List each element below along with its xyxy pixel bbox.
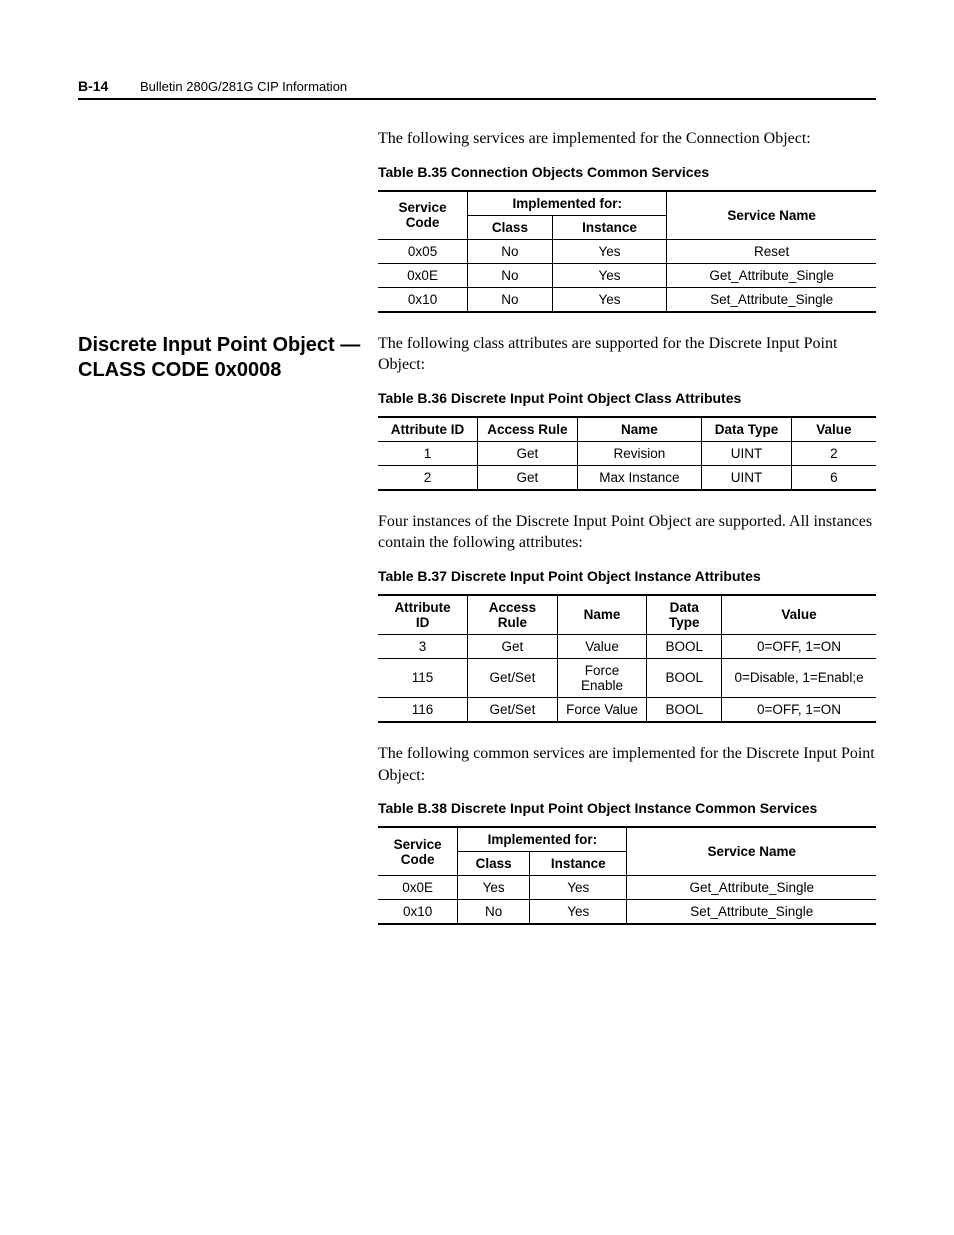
table-row: 2 Get Max Instance UINT 6 <box>378 465 876 490</box>
cell: No <box>468 239 553 263</box>
table-header-row: Attribute ID Access Rule Name Data Type … <box>378 417 876 442</box>
th-attr-id: Attribute ID <box>378 417 478 442</box>
cell: Get <box>478 465 578 490</box>
cell: Get <box>468 634 558 658</box>
th-value: Value <box>722 595 876 635</box>
cell: 3 <box>378 634 468 658</box>
th-attr-id: Attribute ID <box>378 595 468 635</box>
cell: 115 <box>378 658 468 697</box>
th-service-code: Service Code <box>378 827 458 876</box>
cell: 2 <box>378 465 478 490</box>
cell: Yes <box>552 239 667 263</box>
cell: Set_Attribute_Single <box>627 900 876 925</box>
table37: Attribute ID Access Rule Name Data Type … <box>378 594 876 723</box>
cell: Get_Attribute_Single <box>627 876 876 900</box>
cell: Get_Attribute_Single <box>667 263 876 287</box>
th-service-code: Service Code <box>378 191 468 240</box>
th-access: Access Rule <box>468 595 558 635</box>
cell: 1 <box>378 441 478 465</box>
cell: 0=OFF, 1=ON <box>722 634 876 658</box>
cell: Max Instance <box>577 465 702 490</box>
table-row: 3 Get Value BOOL 0=OFF, 1=ON <box>378 634 876 658</box>
cell: 116 <box>378 697 468 722</box>
th-implemented-for: Implemented for: <box>458 827 627 852</box>
th-class: Class <box>468 215 553 239</box>
table36: Attribute ID Access Rule Name Data Type … <box>378 416 876 491</box>
cell: Reset <box>667 239 876 263</box>
intro-text-1: The following services are implemented f… <box>378 128 876 150</box>
cell: No <box>468 287 553 312</box>
cell: 0x10 <box>378 287 468 312</box>
th-class: Class <box>458 852 530 876</box>
cell: 0=OFF, 1=ON <box>722 697 876 722</box>
cell: UINT <box>702 441 792 465</box>
table38: Service Code Implemented for: Service Na… <box>378 826 876 925</box>
table-row: 115 Get/Set Force Enable BOOL 0=Disable,… <box>378 658 876 697</box>
cell: Yes <box>530 876 627 900</box>
cell: Yes <box>552 287 667 312</box>
cell: Revision <box>577 441 702 465</box>
intro-text-2: The following class attributes are suppo… <box>378 333 876 376</box>
table35: Service Code Implemented for: Service Na… <box>378 190 876 313</box>
table-row: 0x0E No Yes Get_Attribute_Single <box>378 263 876 287</box>
th-dtype: Data Type <box>647 595 722 635</box>
th-service-name: Service Name <box>667 191 876 240</box>
table-row: 0x05 No Yes Reset <box>378 239 876 263</box>
cell: Yes <box>458 876 530 900</box>
table35-caption: Table B.35 Connection Objects Common Ser… <box>378 164 876 180</box>
cell: Get/Set <box>468 697 558 722</box>
table-header-row: Service Code Implemented for: Service Na… <box>378 191 876 216</box>
cell: Force Enable <box>557 658 647 697</box>
page-number: B-14 <box>78 78 140 94</box>
th-access: Access Rule <box>478 417 578 442</box>
cell: Yes <box>530 900 627 925</box>
cell: 0x0E <box>378 876 458 900</box>
cell: 0x10 <box>378 900 458 925</box>
table36-caption: Table B.36 Discrete Input Point Object C… <box>378 390 876 406</box>
cell: Force Value <box>557 697 647 722</box>
cell: Get <box>478 441 578 465</box>
table37-caption: Table B.37 Discrete Input Point Object I… <box>378 568 876 584</box>
page-header: B-14 Bulletin 280G/281G CIP Information <box>78 78 876 100</box>
table38-caption: Table B.38 Discrete Input Point Object I… <box>378 800 876 816</box>
block-services-intro: The following services are implemented f… <box>78 128 876 333</box>
table-header-row: Service Code Implemented for: Service Na… <box>378 827 876 852</box>
cell: Value <box>557 634 647 658</box>
cell: BOOL <box>647 634 722 658</box>
table-row: 0x10 No Yes Set_Attribute_Single <box>378 900 876 925</box>
cell: 2 <box>791 441 876 465</box>
intro-text-3: Four instances of the Discrete Input Poi… <box>378 511 876 554</box>
cell: UINT <box>702 465 792 490</box>
table-row: 116 Get/Set Force Value BOOL 0=OFF, 1=ON <box>378 697 876 722</box>
th-instance: Instance <box>530 852 627 876</box>
cell: 6 <box>791 465 876 490</box>
cell: 0x0E <box>378 263 468 287</box>
cell: No <box>458 900 530 925</box>
cell: Get/Set <box>468 658 558 697</box>
th-dtype: Data Type <box>702 417 792 442</box>
table-row: 0x10 No Yes Set_Attribute_Single <box>378 287 876 312</box>
block-discrete-input: Discrete Input Point Object — CLASS CODE… <box>78 333 876 946</box>
th-instance: Instance <box>552 215 667 239</box>
table-row: 1 Get Revision UINT 2 <box>378 441 876 465</box>
section-heading: Discrete Input Point Object — CLASS CODE… <box>78 333 366 383</box>
th-name: Name <box>577 417 702 442</box>
th-service-name: Service Name <box>627 827 876 876</box>
cell: 0=Disable, 1=Enabl;e <box>722 658 876 697</box>
table-header-row: Attribute ID Access Rule Name Data Type … <box>378 595 876 635</box>
cell: Yes <box>552 263 667 287</box>
cell: BOOL <box>647 697 722 722</box>
th-value: Value <box>791 417 876 442</box>
th-implemented-for: Implemented for: <box>468 191 667 216</box>
cell: BOOL <box>647 658 722 697</box>
cell: Set_Attribute_Single <box>667 287 876 312</box>
header-title: Bulletin 280G/281G CIP Information <box>140 79 347 94</box>
cell: 0x05 <box>378 239 468 263</box>
th-name: Name <box>557 595 647 635</box>
page: B-14 Bulletin 280G/281G CIP Information … <box>0 0 954 1005</box>
table-row: 0x0E Yes Yes Get_Attribute_Single <box>378 876 876 900</box>
cell: No <box>468 263 553 287</box>
intro-text-4: The following common services are implem… <box>378 743 876 786</box>
